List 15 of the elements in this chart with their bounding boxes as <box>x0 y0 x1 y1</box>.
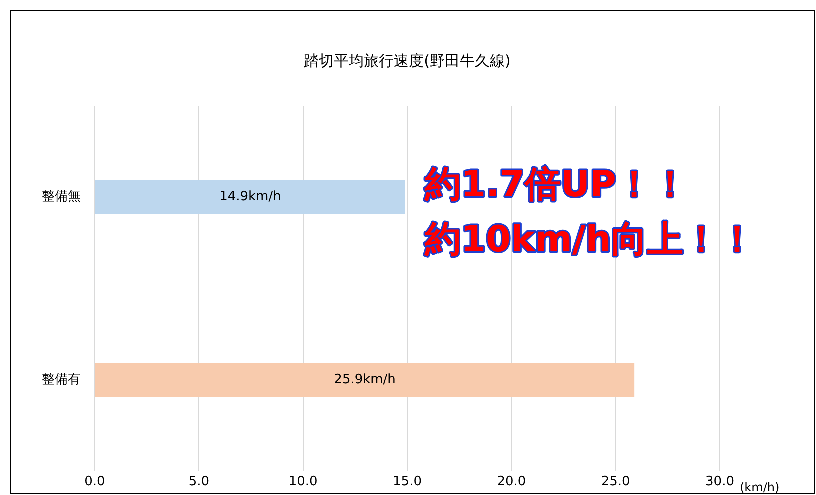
data-label: 14.9km/h <box>220 190 282 205</box>
x-tick-label: 15.0 <box>393 474 422 490</box>
y-tick-label: 整備有 <box>42 372 81 388</box>
x-tick-label: 0.0 <box>84 474 106 490</box>
annotation: 約1.7倍UP！！ <box>424 164 688 206</box>
x-axis-title: (km/h) <box>740 480 780 495</box>
x-tick-label: 10.0 <box>288 474 318 490</box>
x-tick-label: 30.0 <box>706 474 734 490</box>
x-tick-label: 25.0 <box>601 474 630 490</box>
data-label: 25.9km/h <box>334 372 396 388</box>
x-tick-label: 20.0 <box>497 474 526 490</box>
chart-title: 踏切平均旅行速度(野田牛久線) <box>304 52 511 70</box>
annotation: 約10km/h向上！！ <box>424 219 756 260</box>
x-tick-label: 5.0 <box>188 474 210 490</box>
y-tick-label: 整備無 <box>42 190 81 205</box>
